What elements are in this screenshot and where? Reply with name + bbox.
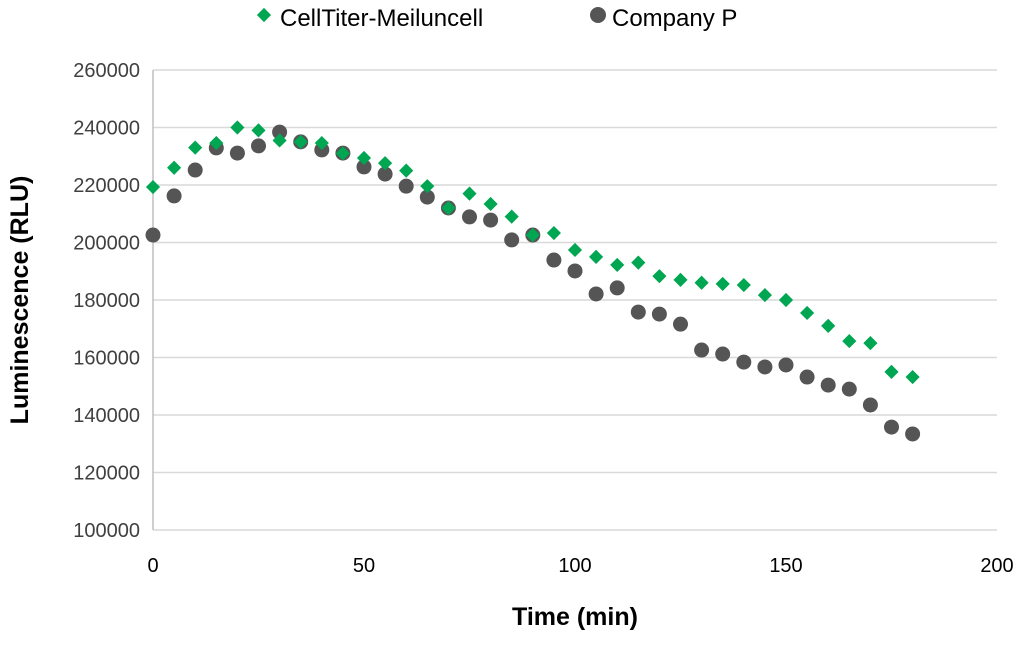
data-point-company-p [356, 159, 372, 175]
data-point-company-p [504, 232, 520, 248]
y-tick-labels: 100000 120000 140000 160000 180000 200000 2200… [73, 60, 140, 542]
y-tick-label: 180000 [73, 290, 140, 312]
data-point-celltiter [335, 146, 350, 161]
data-point-company-p [483, 212, 499, 228]
data-point-celltiter [462, 186, 477, 201]
data-point-celltiter [209, 135, 224, 151]
data-point-celltiter [736, 277, 751, 293]
data-point-celltiter [188, 140, 203, 155]
data-point-company-p [229, 145, 245, 161]
data-point-celltiter [863, 336, 878, 351]
data-point-celltiter [842, 334, 857, 349]
data-point-celltiter [167, 160, 182, 175]
y-tick-label: 100000 [73, 520, 140, 542]
legend-marker-company-p [590, 7, 606, 23]
data-point-company-p [377, 166, 393, 182]
data-point-celltiter [145, 179, 161, 195]
x-tick-labels: 0 50 100 150 200 [147, 555, 1013, 577]
data-point-celltiter [631, 255, 646, 270]
data-point-company-p [145, 227, 161, 243]
y-tick-label: 260000 [73, 60, 140, 82]
y-tick-label: 120000 [73, 463, 140, 485]
y-tick-label: 220000 [73, 175, 140, 197]
data-point-celltiter [715, 276, 730, 291]
data-point-celltiter [757, 288, 772, 303]
data-point-company-p [820, 377, 836, 393]
data-point-celltiter [399, 163, 414, 178]
data-point-celltiter [673, 272, 688, 287]
data-point-company-p [462, 209, 477, 225]
data-point-company-p [799, 369, 815, 385]
data-point-celltiter [483, 196, 498, 212]
x-tick-label: 50 [353, 555, 375, 577]
data-point-company-p [419, 189, 435, 205]
legend-label-company-p: Company P [612, 5, 737, 32]
data-point-company-p [715, 346, 731, 362]
data-point-celltiter [420, 179, 435, 194]
legend-label-celltiter: CellTiter-Meiluncell [280, 5, 483, 32]
data-point-company-p [736, 354, 752, 370]
data-point-company-p [272, 124, 288, 140]
data-point-company-p [862, 397, 878, 413]
data-point-company-p [546, 252, 562, 268]
y-tick-label: 200000 [73, 233, 140, 255]
data-point-celltiter [525, 227, 540, 243]
data-point-company-p [778, 357, 794, 373]
data-point-company-p [609, 280, 625, 296]
data-point-celltiter [546, 225, 561, 241]
data-point-celltiter [441, 200, 456, 216]
data-point-celltiter [314, 135, 329, 151]
data-points [145, 120, 921, 442]
data-point-celltiter [778, 292, 794, 308]
data-point-celltiter [293, 134, 308, 149]
data-point-celltiter [821, 318, 836, 333]
y-tick-label: 140000 [73, 405, 140, 427]
data-point-celltiter [567, 242, 583, 258]
data-point-company-p [841, 381, 857, 397]
data-point-company-p [187, 162, 203, 178]
data-point-celltiter [251, 123, 266, 138]
data-point-celltiter [884, 364, 899, 379]
data-point-company-p [884, 419, 899, 435]
data-point-celltiter [610, 257, 625, 272]
x-tick-label: 150 [769, 555, 802, 577]
x-tick-label: 0 [147, 555, 158, 577]
data-point-company-p [398, 178, 414, 194]
gridlines [153, 69, 997, 531]
data-point-celltiter [356, 150, 372, 166]
y-tick-label: 240000 [73, 118, 140, 140]
x-tick-label: 200 [980, 555, 1013, 577]
data-point-company-p [651, 306, 667, 322]
x-tick-label: 100 [558, 555, 591, 577]
data-point-celltiter [652, 269, 667, 284]
data-point-celltiter [589, 249, 604, 264]
y-tick-label: 160000 [73, 348, 140, 370]
legend: CellTiter-Meiluncell Company P [256, 5, 737, 32]
data-point-company-p [905, 426, 921, 442]
data-point-company-p [673, 316, 688, 332]
y-axis-label: Luminescence (RLU) [6, 176, 34, 425]
data-point-celltiter [504, 209, 519, 224]
data-point-company-p [588, 286, 604, 302]
data-point-company-p [251, 138, 266, 154]
data-point-company-p [694, 342, 710, 358]
x-axis-label: Time (min) [512, 603, 638, 631]
data-point-company-p [166, 188, 182, 204]
data-point-celltiter [694, 275, 709, 290]
data-point-celltiter [272, 133, 287, 148]
data-point-celltiter [800, 305, 815, 321]
data-point-celltiter [230, 120, 245, 135]
data-point-celltiter [378, 156, 393, 171]
legend-marker-celltiter [256, 7, 272, 23]
data-point-company-p [567, 263, 583, 279]
data-point-celltiter [905, 369, 920, 385]
data-point-company-p [630, 304, 646, 320]
data-point-company-p [757, 359, 773, 375]
